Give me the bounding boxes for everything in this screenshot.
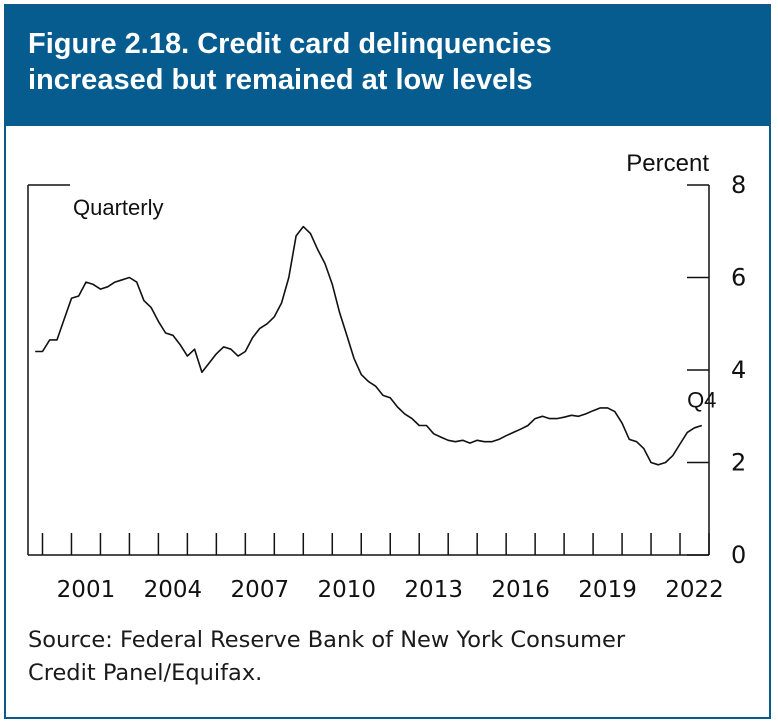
figure-title-line-2: increased but remained at low levels <box>28 64 533 96</box>
y-tick-label: 4 <box>731 356 746 384</box>
figure-title: Figure 2.18. Credit card delinquencies i… <box>6 6 769 126</box>
y-tick-label: 0 <box>731 541 746 569</box>
source-note: Source: Federal Reserve Bank of New York… <box>28 624 748 690</box>
x-tick-label: 2004 <box>144 577 203 603</box>
frequency-label: Quarterly <box>73 195 163 220</box>
source-line-2: Credit Panel/Equifax. <box>28 660 263 686</box>
y-tick-label: 2 <box>731 449 746 477</box>
x-tick-label: 2007 <box>231 577 290 603</box>
y-tick-label: 8 <box>731 171 746 199</box>
x-tick-label: 2016 <box>491 577 550 603</box>
series-line <box>35 225 703 466</box>
source-line-1: Source: Federal Reserve Bank of New York… <box>28 627 626 653</box>
end-label: Q4 <box>687 388 716 413</box>
y-tick-label: 6 <box>731 264 746 292</box>
figure-frame: Figure 2.18. Credit card delinquencies i… <box>4 4 771 719</box>
x-tick-label: 2019 <box>578 577 637 603</box>
x-tick-label: 2022 <box>665 577 724 603</box>
figure-title-line-1: Figure 2.18. Credit card delinquencies <box>28 28 552 60</box>
x-tick-label: 2013 <box>404 577 463 603</box>
y-axis-label: Percent <box>626 150 709 177</box>
x-tick-label: 2010 <box>317 577 376 603</box>
x-tick-label: 2001 <box>57 577 116 603</box>
